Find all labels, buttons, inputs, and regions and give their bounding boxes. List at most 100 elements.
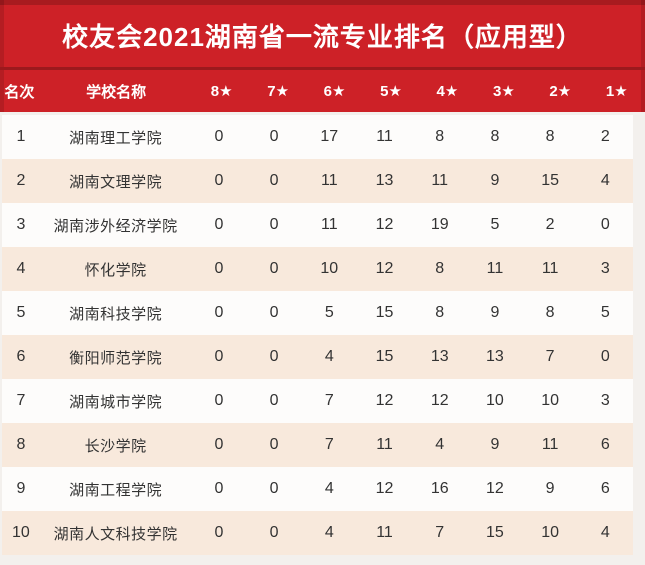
header-star-6: 6★ — [323, 83, 346, 100]
banner-section: 校友会2021湖南省一流专业排名（应用型） 名次 学校名称 8★ 7★ 6★ 5… — [0, 0, 645, 112]
value-cell: 4 — [600, 172, 610, 189]
value-cell: 0 — [269, 172, 279, 189]
school-name-cell: 湖南涉外经济学院 — [53, 217, 178, 235]
value-cell: 12 — [375, 480, 394, 497]
page-title: 校友会2021湖南省一流专业排名（应用型） — [62, 22, 583, 52]
value-cell: 4 — [324, 348, 334, 365]
value-cell: 3 — [600, 392, 610, 409]
value-cell: 12 — [375, 392, 394, 409]
value-cell: 5 — [600, 304, 610, 321]
value-cell: 7 — [435, 524, 445, 541]
value-cell: 4 — [324, 524, 334, 541]
header-star-8: 8★ — [210, 83, 233, 100]
rank-cell: 1 — [16, 128, 26, 145]
header-star-3: 3★ — [492, 83, 515, 100]
value-cell: 0 — [269, 348, 279, 365]
value-cell: 12 — [375, 260, 394, 277]
value-cell: 9 — [490, 304, 500, 321]
school-name-cell: 怀化学院 — [84, 261, 147, 279]
value-cell: 0 — [214, 524, 224, 541]
value-cell: 0 — [269, 216, 279, 233]
value-cell: 10 — [486, 392, 504, 409]
value-cell: 11 — [431, 172, 449, 189]
value-cell: 8 — [545, 128, 555, 145]
value-cell: 0 — [214, 260, 224, 277]
value-cell: 10 — [541, 392, 560, 409]
value-cell: 9 — [490, 436, 500, 453]
table-row: 8 长沙学院 0 0 7 11 4 9 11 6 — [2, 423, 633, 467]
table-row: 6 衡阳师范学院 0 0 4 15 13 13 7 0 — [2, 335, 633, 379]
value-cell: 15 — [541, 172, 560, 189]
table-row: 5 湖南科技学院 0 0 5 15 8 9 8 5 — [2, 291, 633, 335]
value-cell: 5 — [324, 304, 334, 321]
value-cell: 0 — [269, 128, 279, 145]
value-cell: 15 — [375, 304, 394, 321]
value-cell: 4 — [435, 436, 445, 453]
value-cell: 3 — [600, 260, 610, 277]
value-cell: 8 — [435, 304, 445, 321]
table-row: 4 怀化学院 0 0 10 12 8 11 11 3 — [2, 247, 633, 291]
header-star-1: 1★ — [605, 83, 628, 100]
title-bar: 校友会2021湖南省一流专业排名（应用型） — [0, 0, 645, 70]
value-cell: 0 — [600, 348, 610, 365]
table-row: 1 湖南理工学院 0 0 17 11 8 8 8 2 — [2, 115, 633, 159]
value-cell: 10 — [541, 524, 560, 541]
header-star-4: 4★ — [436, 83, 459, 100]
rank-cell: 5 — [16, 304, 26, 321]
value-cell: 7 — [545, 348, 555, 365]
value-cell: 12 — [430, 392, 449, 409]
value-cell: 7 — [324, 392, 334, 409]
rank-cell: 2 — [16, 172, 26, 189]
value-cell: 0 — [214, 480, 224, 497]
value-cell: 8 — [490, 128, 500, 145]
value-cell: 11 — [486, 260, 504, 277]
header-school: 学校名称 — [86, 83, 147, 101]
table-row: 10 湖南人文科技学院 0 0 4 11 7 15 10 4 — [2, 511, 633, 555]
school-name-cell: 湖南文理学院 — [69, 173, 163, 191]
value-cell: 8 — [435, 128, 445, 145]
school-name-cell: 长沙学院 — [84, 437, 147, 455]
value-cell: 9 — [545, 480, 555, 497]
rank-cell: 10 — [12, 524, 30, 541]
table-row: 2 湖南文理学院 0 0 11 13 11 9 15 4 — [2, 159, 633, 203]
value-cell: 10 — [320, 260, 339, 277]
value-cell: 6 — [600, 480, 610, 497]
value-cell: 11 — [321, 172, 338, 189]
value-cell: 15 — [375, 348, 394, 365]
value-cell: 6 — [600, 436, 610, 453]
rank-cell: 8 — [16, 436, 26, 453]
rank-cell: 7 — [16, 392, 26, 409]
table-row: 3 湖南涉外经济学院 0 0 11 12 19 5 2 0 — [2, 203, 633, 247]
header-star-2: 2★ — [549, 83, 572, 100]
value-cell: 0 — [269, 524, 279, 541]
table-header-row: 名次 学校名称 8★ 7★ 6★ 5★ 4★ 3★ 2★ 1★ — [0, 70, 645, 112]
value-cell: 13 — [375, 172, 394, 189]
school-name-cell: 湖南科技学院 — [69, 305, 163, 323]
rank-cell: 4 — [16, 260, 26, 277]
value-cell: 11 — [541, 436, 559, 453]
value-cell: 0 — [214, 304, 224, 321]
value-cell: 11 — [321, 216, 338, 233]
value-cell: 0 — [214, 348, 224, 365]
school-name-cell: 湖南城市学院 — [69, 393, 163, 411]
header-star-7: 7★ — [267, 83, 290, 100]
value-cell: 9 — [490, 172, 500, 189]
value-cell: 4 — [324, 480, 334, 497]
rank-cell: 9 — [16, 480, 26, 497]
value-cell: 11 — [376, 128, 393, 145]
value-cell: 13 — [430, 348, 449, 365]
rank-cell: 6 — [16, 348, 26, 365]
value-cell: 12 — [486, 480, 504, 497]
table-row: 9 湖南工程学院 0 0 4 12 16 12 9 6 — [2, 467, 633, 511]
school-name-cell: 湖南工程学院 — [69, 481, 163, 499]
value-cell: 12 — [375, 216, 394, 233]
rank-cell: 3 — [16, 216, 26, 233]
value-cell: 0 — [214, 216, 224, 233]
value-cell: 0 — [214, 128, 224, 145]
value-cell: 0 — [269, 260, 279, 277]
value-cell: 8 — [545, 304, 555, 321]
value-cell: 13 — [486, 348, 504, 365]
value-cell: 19 — [430, 216, 449, 233]
school-name-cell: 湖南理工学院 — [69, 129, 163, 147]
